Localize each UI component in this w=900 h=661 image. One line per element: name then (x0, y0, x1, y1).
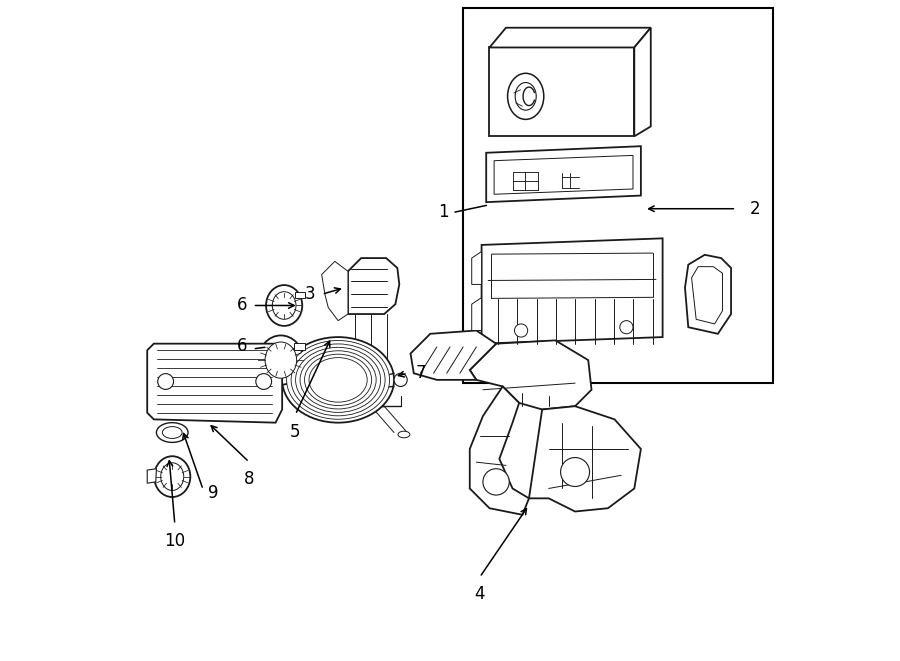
Ellipse shape (157, 422, 188, 442)
Polygon shape (490, 48, 634, 136)
Ellipse shape (300, 351, 376, 409)
Polygon shape (490, 28, 651, 48)
Ellipse shape (398, 431, 410, 438)
Ellipse shape (265, 342, 297, 378)
Polygon shape (321, 261, 348, 321)
Text: 6: 6 (237, 297, 248, 315)
Text: 6: 6 (237, 337, 248, 356)
Polygon shape (470, 387, 529, 515)
Polygon shape (348, 258, 400, 314)
Polygon shape (410, 330, 496, 380)
Polygon shape (482, 239, 662, 344)
Polygon shape (148, 344, 283, 422)
Bar (295, 292, 304, 297)
Polygon shape (486, 146, 641, 202)
Ellipse shape (162, 426, 182, 438)
Polygon shape (685, 254, 731, 334)
Polygon shape (529, 407, 641, 512)
Text: 3: 3 (304, 286, 315, 303)
Bar (294, 343, 304, 350)
Polygon shape (148, 469, 157, 483)
Circle shape (363, 379, 379, 395)
Text: 10: 10 (165, 532, 185, 550)
Ellipse shape (266, 285, 302, 326)
Ellipse shape (258, 335, 303, 385)
Ellipse shape (283, 337, 394, 422)
Polygon shape (472, 297, 482, 330)
Ellipse shape (304, 354, 372, 406)
Circle shape (256, 373, 272, 389)
Circle shape (394, 373, 407, 387)
Text: 8: 8 (244, 470, 255, 488)
Polygon shape (470, 340, 591, 409)
Text: 7: 7 (416, 364, 427, 382)
Polygon shape (472, 252, 482, 284)
Circle shape (483, 469, 509, 495)
Polygon shape (691, 266, 723, 324)
Circle shape (620, 321, 633, 334)
Bar (464, 8, 772, 383)
Ellipse shape (291, 344, 385, 416)
Ellipse shape (286, 340, 390, 419)
Circle shape (561, 457, 590, 486)
Text: 9: 9 (208, 484, 219, 502)
Ellipse shape (161, 463, 184, 490)
Text: 4: 4 (474, 585, 485, 603)
Circle shape (158, 373, 174, 389)
Ellipse shape (309, 358, 367, 402)
Ellipse shape (295, 347, 381, 412)
Polygon shape (494, 155, 633, 194)
Text: 1: 1 (438, 203, 449, 221)
Ellipse shape (273, 292, 296, 319)
Ellipse shape (154, 456, 190, 497)
Circle shape (515, 324, 527, 337)
Polygon shape (634, 28, 651, 136)
Text: 2: 2 (750, 200, 760, 217)
Text: 5: 5 (290, 422, 301, 441)
